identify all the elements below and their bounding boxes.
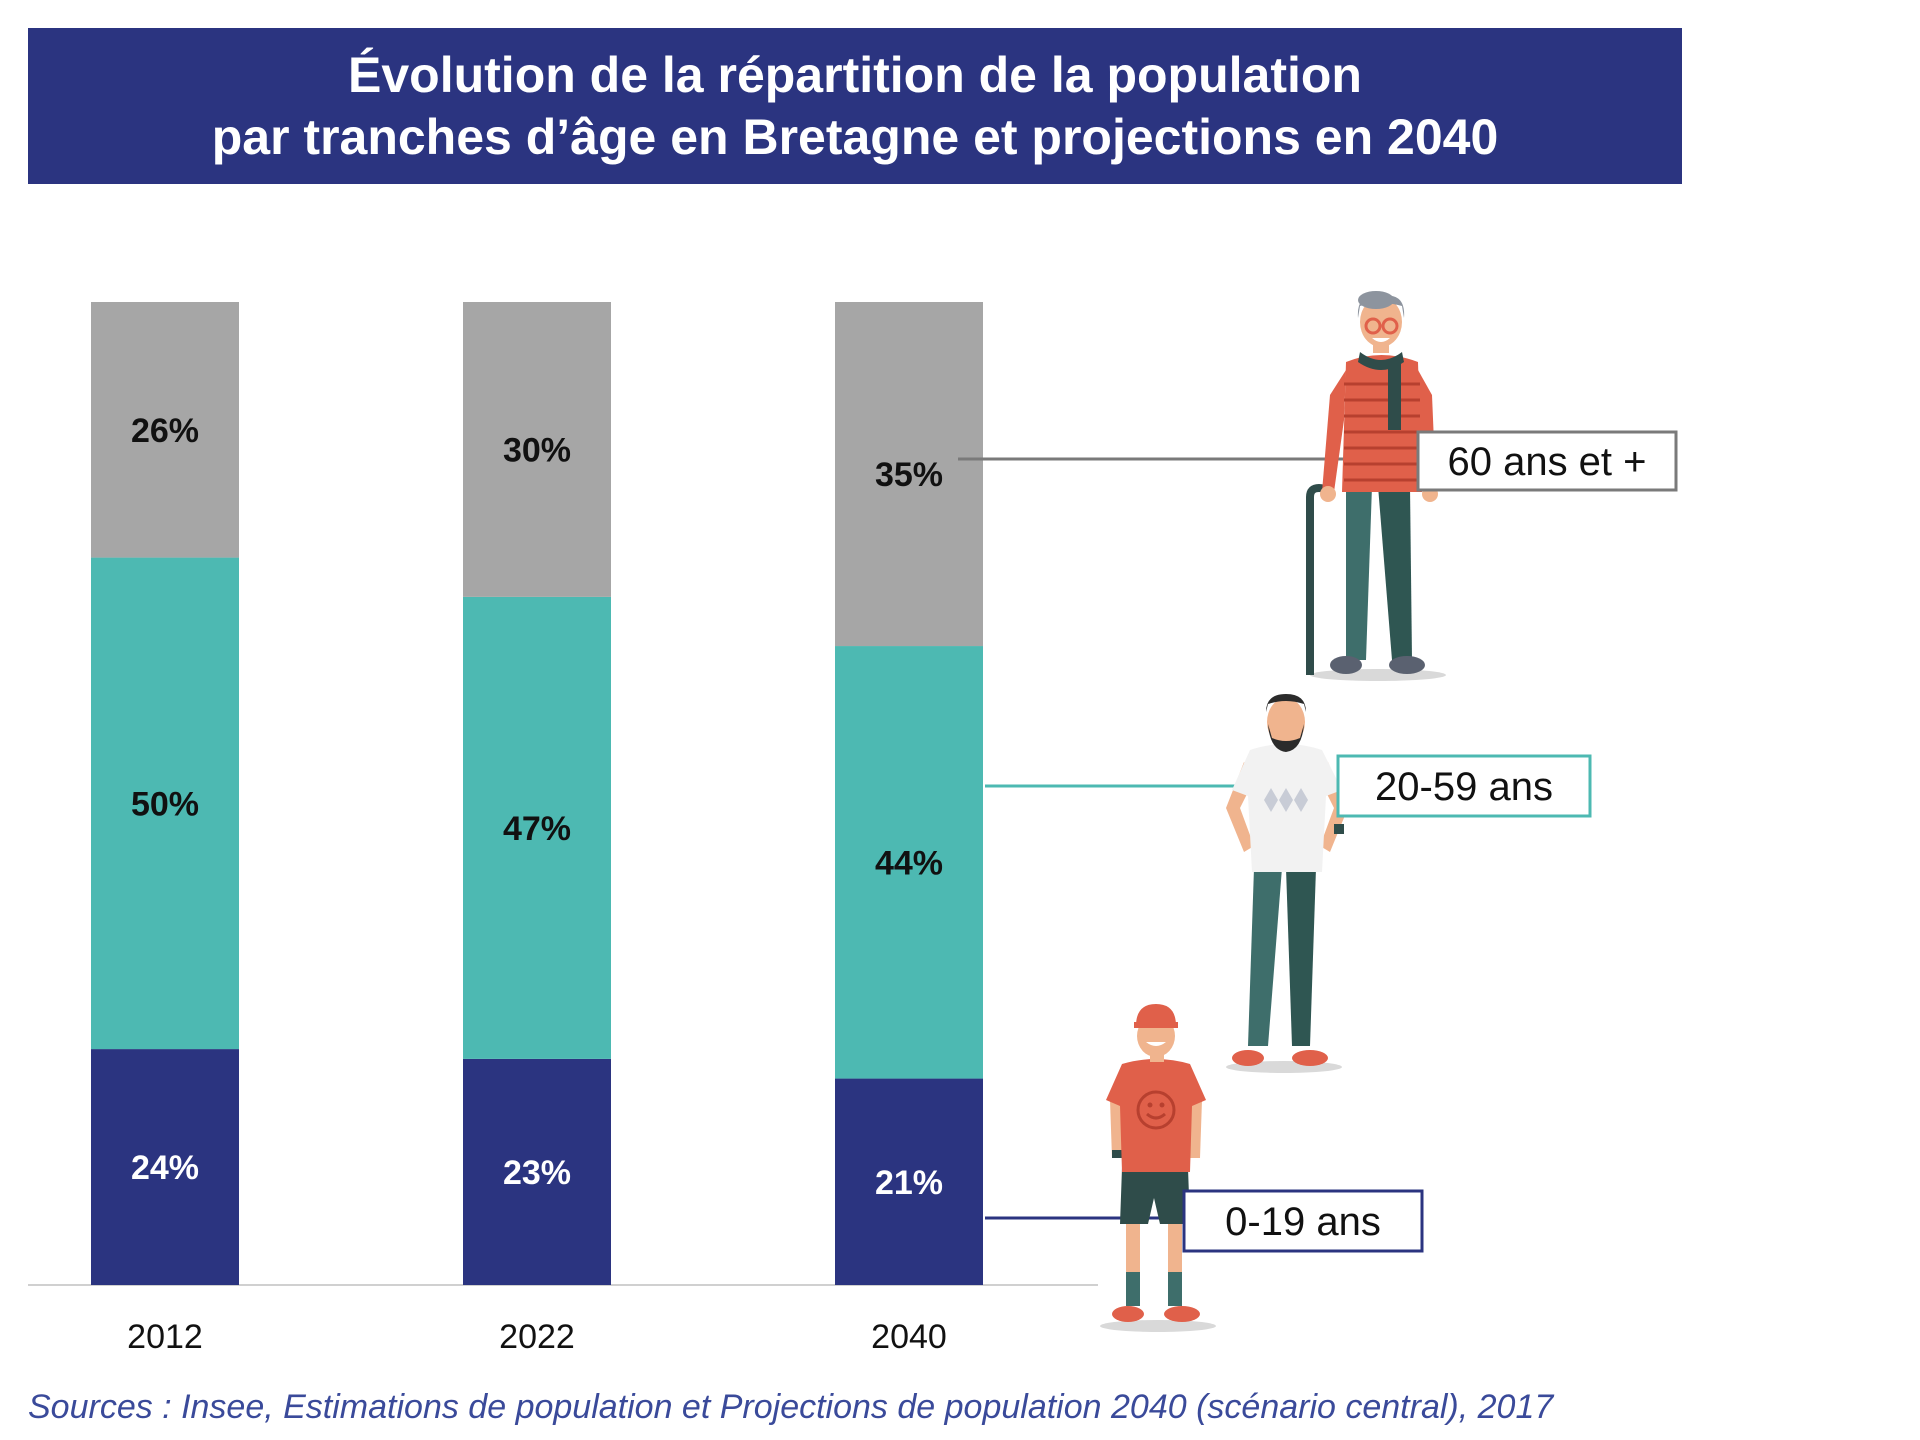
data-label-2022-20-59: 47% (503, 810, 571, 848)
legend-label-20-59: 20-59 ans (1375, 765, 1553, 809)
bar-segment-2012-20-59 (91, 557, 239, 1050)
bar-segment-2022-20-59 (463, 596, 611, 1059)
bar-segment-2040-20-59 (835, 646, 983, 1079)
legend-20-59: 20-59 ans (1336, 754, 1592, 818)
data-label-2022-60-plus: 30% (503, 431, 571, 469)
data-label-2040-20-59: 44% (875, 844, 943, 882)
legend-label-60-plus: 60 ans et + (1447, 440, 1646, 484)
data-label-2012-60-plus: 26% (131, 412, 199, 450)
x-tick-label-2022: 2022 (499, 1318, 575, 1356)
child-illustration (1100, 1004, 1216, 1332)
data-label-2022-0-19: 23% (503, 1154, 571, 1192)
data-label-2012-0-19: 24% (131, 1149, 199, 1187)
bar-segment-2040-60-plus (835, 302, 983, 647)
source-note: Sources : Insee, Estimations de populati… (28, 1388, 1554, 1426)
legend-0-19: 0-19 ans (1182, 1189, 1424, 1253)
data-label-2040-0-19: 21% (875, 1164, 943, 1202)
senior-man-illustration (1306, 291, 1446, 681)
legend-label-0-19: 0-19 ans (1225, 1200, 1381, 1244)
bar-segment-2022-0-19 (463, 1058, 611, 1285)
x-tick-label-2040: 2040 (871, 1318, 947, 1356)
bar-segment-2012-0-19 (91, 1049, 239, 1285)
x-tick-label-2012: 2012 (127, 1318, 203, 1356)
chart-title-line-1: Évolution de la répartition de la popula… (348, 47, 1362, 103)
chart-title-banner: Évolution de la répartition de la popula… (28, 28, 1682, 184)
adult-man-illustration (1226, 694, 1348, 1073)
legend-60-plus: 60 ans et + (1416, 430, 1678, 492)
bar-segment-2040-0-19 (835, 1078, 983, 1285)
bar-segment-2012-60-plus (91, 302, 239, 558)
data-label-2040-60-plus: 35% (875, 456, 943, 494)
data-label-2012-20-59: 50% (131, 785, 199, 823)
bar-segment-2022-60-plus (463, 302, 611, 597)
chart-title-line-2: par tranches d’âge en Bretagne et projec… (211, 109, 1499, 165)
